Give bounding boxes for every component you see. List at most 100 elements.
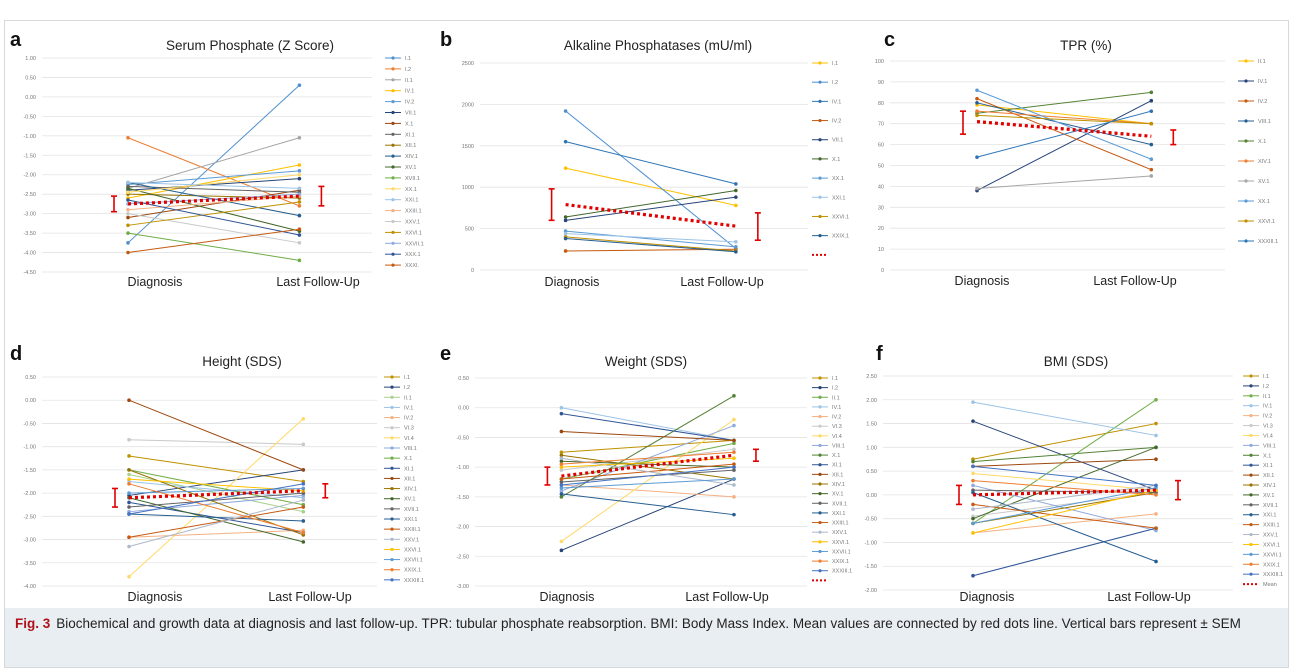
series-point bbox=[1154, 526, 1158, 530]
series-line bbox=[127, 137, 300, 189]
legend-label: VI.4 bbox=[1263, 433, 1273, 439]
x-category-label: Diagnosis bbox=[960, 590, 1015, 604]
series-point bbox=[559, 483, 564, 487]
series-point bbox=[126, 198, 130, 202]
y-tick-label: -3.00 bbox=[23, 212, 36, 218]
x-category-label: Diagnosis bbox=[545, 275, 600, 289]
series-point bbox=[127, 512, 131, 516]
legend-swatch-dot bbox=[818, 492, 822, 496]
legend-swatch-dot bbox=[390, 446, 394, 450]
legend-swatch-dot bbox=[390, 395, 394, 399]
legend-swatch-dot bbox=[1249, 463, 1253, 467]
legend-label: XV.1 bbox=[404, 497, 415, 503]
y-tick-label: -2.50 bbox=[23, 514, 36, 520]
legend-swatch-dot bbox=[391, 78, 395, 82]
series-line bbox=[972, 489, 1157, 534]
legend-swatch-dot bbox=[818, 501, 822, 505]
series-point bbox=[971, 521, 975, 526]
series-point bbox=[732, 468, 736, 472]
series-point bbox=[1149, 174, 1154, 178]
legend-label: XXV.1 bbox=[1263, 533, 1278, 539]
series-point bbox=[559, 405, 564, 410]
chart-panel-d: d Height (SDS) 0.50 0.00 -0.50 -1.00 -1.50 -2.0… bbox=[10, 343, 424, 604]
series-point bbox=[975, 96, 979, 101]
legend-swatch-dot bbox=[818, 195, 822, 199]
y-tick-label: 30 bbox=[878, 205, 884, 211]
y-tick-label: 500 bbox=[465, 227, 474, 233]
legend-swatch-dot bbox=[818, 138, 822, 142]
legend-label: II.1 bbox=[1258, 59, 1266, 65]
series-line bbox=[127, 213, 300, 244]
mean-line bbox=[128, 489, 304, 500]
legend-label: XVII.1 bbox=[1263, 503, 1278, 509]
legend-label: XXI.1 bbox=[832, 195, 845, 201]
legend-swatch-dot bbox=[1249, 493, 1253, 497]
legend-label: XVII.1 bbox=[405, 176, 420, 182]
series-point bbox=[126, 211, 130, 216]
legend-swatch-dot bbox=[818, 424, 822, 428]
legend-label: XXVII.1 bbox=[1263, 552, 1282, 558]
legend-label: XXVI.1 bbox=[405, 230, 422, 236]
legend-swatch-dot bbox=[391, 121, 395, 125]
series-line bbox=[127, 189, 300, 219]
legend-label: XXI.1 bbox=[404, 517, 417, 523]
panel-letter: d bbox=[10, 343, 22, 365]
legend-swatch-dot bbox=[1249, 404, 1253, 408]
y-tick-label: 0.00 bbox=[866, 493, 877, 499]
series-line bbox=[128, 418, 304, 578]
legend-swatch-dot bbox=[1249, 503, 1253, 507]
legend-label: Mean bbox=[1263, 582, 1277, 588]
series-point bbox=[971, 400, 975, 404]
series-line bbox=[565, 230, 736, 248]
y-tick-label: -2.00 bbox=[864, 588, 877, 594]
legend-swatch-dot bbox=[1249, 414, 1253, 418]
legend-label: XXXIII.1 bbox=[1258, 239, 1278, 245]
series-point bbox=[127, 437, 131, 442]
legend-label: IV.2 bbox=[404, 416, 413, 422]
legend-swatch-dot bbox=[1244, 59, 1248, 63]
series-point bbox=[732, 447, 736, 452]
legend-label: XXVII.1 bbox=[404, 558, 423, 564]
series-line bbox=[561, 442, 735, 480]
series-point bbox=[732, 477, 736, 481]
series-line bbox=[128, 455, 304, 482]
legend-label: XIV.1 bbox=[1263, 483, 1276, 489]
y-tick-label: 0.50 bbox=[25, 75, 36, 81]
series-point bbox=[127, 472, 131, 477]
series-point bbox=[126, 207, 130, 212]
y-tick-label: 1000 bbox=[462, 185, 474, 191]
y-tick-label: 60 bbox=[878, 143, 884, 149]
legend-label: XXIX.1 bbox=[1263, 562, 1280, 568]
series-line bbox=[561, 448, 735, 471]
legend-label: I.1 bbox=[832, 61, 838, 67]
y-tick-label: -0.50 bbox=[456, 435, 469, 441]
series-point bbox=[559, 456, 564, 461]
series-point bbox=[732, 465, 736, 469]
legend-swatch-dot bbox=[818, 443, 822, 448]
series-point bbox=[126, 215, 130, 220]
legend-swatch-dot bbox=[1249, 384, 1253, 388]
series-point bbox=[559, 429, 564, 434]
series-point bbox=[301, 519, 306, 523]
series-line bbox=[972, 446, 1157, 520]
series-line bbox=[128, 399, 304, 471]
legend-swatch-dot bbox=[391, 89, 395, 93]
series-point bbox=[559, 492, 564, 496]
legend-label: IV.1 bbox=[404, 405, 413, 411]
series-point bbox=[127, 535, 131, 540]
y-tick-label: -2.50 bbox=[456, 554, 469, 560]
series-line bbox=[127, 185, 300, 193]
series-point bbox=[563, 218, 568, 223]
series-point bbox=[563, 236, 568, 241]
legend-swatch-dot bbox=[391, 219, 395, 224]
series-point bbox=[559, 489, 564, 493]
series-point bbox=[559, 462, 564, 466]
legend-label: VIII.1 bbox=[1263, 443, 1276, 449]
legend-label: XXXIII.1 bbox=[832, 569, 852, 575]
series-line bbox=[561, 419, 735, 542]
legend-swatch-dot bbox=[1249, 523, 1253, 527]
legend-label: VI.4 bbox=[832, 434, 842, 440]
series-point bbox=[971, 464, 975, 469]
series-point bbox=[297, 186, 302, 191]
